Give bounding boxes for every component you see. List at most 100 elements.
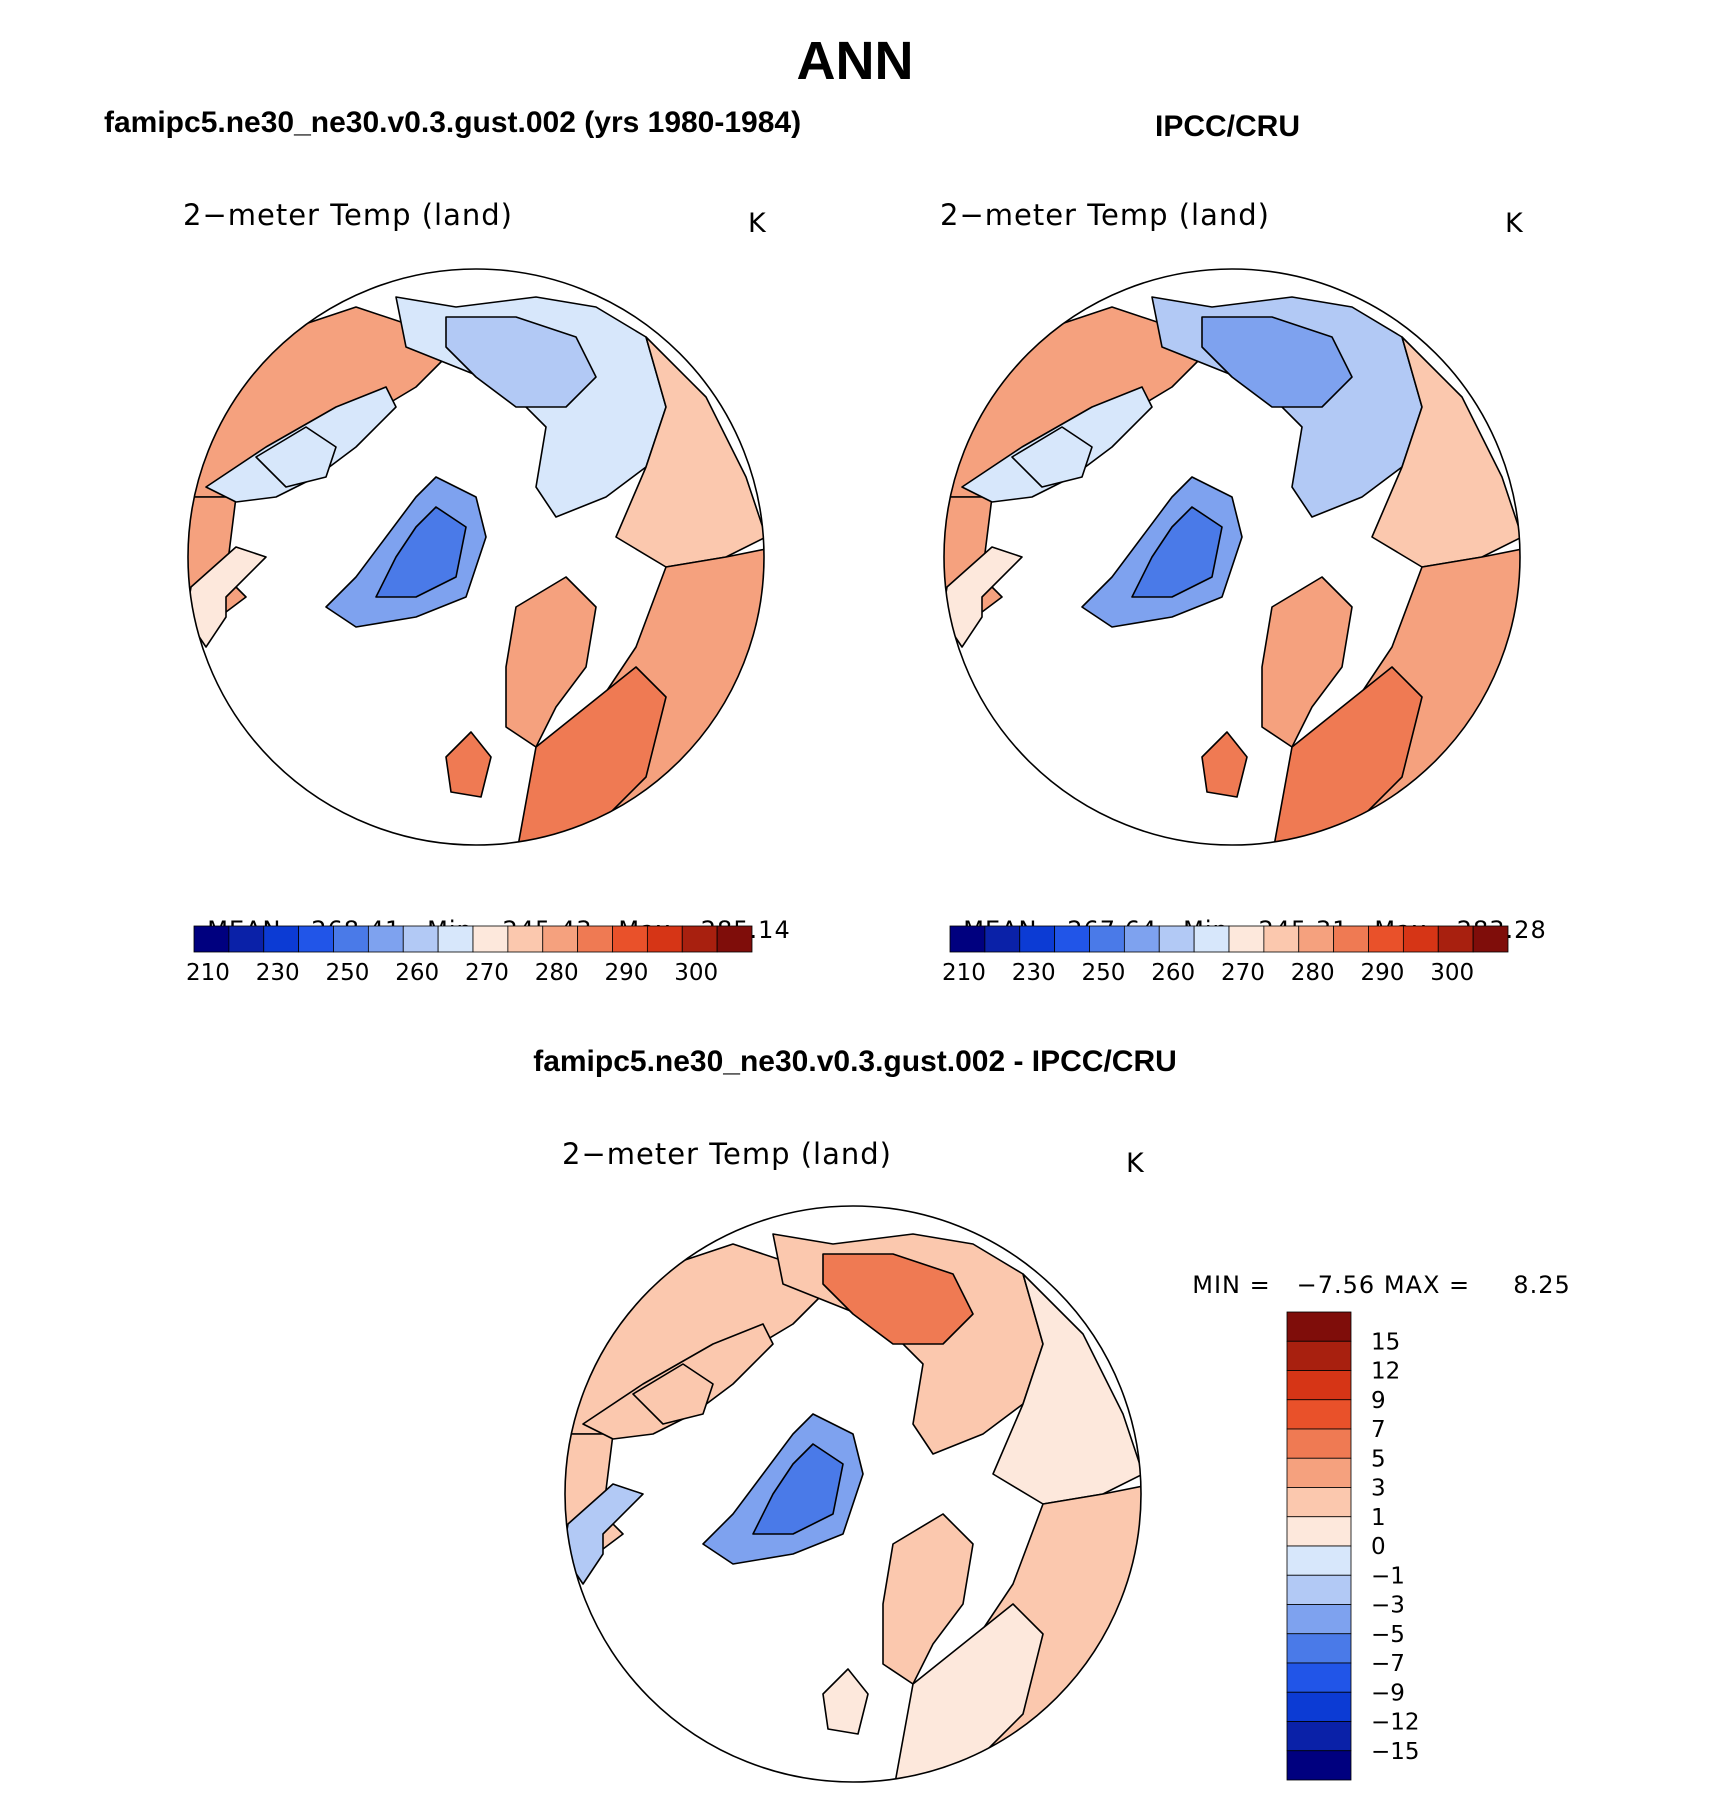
- colorbar-swatch: [193, 925, 230, 953]
- diff-panel-heading: famipc5.ne30_ne30.v0.3.gust.002 - IPCC/C…: [533, 1045, 1177, 1078]
- land-region-boreal-canada: [632, 1363, 714, 1425]
- land-region-scandinavia: [505, 576, 597, 748]
- obs-colorbar: 210 230 250 260 270 280 290 300: [942, 925, 1509, 986]
- colorbar-swatch: [1286, 1574, 1352, 1605]
- land-region-east-siberia: [445, 316, 597, 408]
- model-polar-map: [188, 269, 764, 845]
- colorbar-tick-label: 250: [1081, 960, 1125, 986]
- colorbar-tick-label: 5: [1371, 1446, 1386, 1472]
- colorbar-swatch: [402, 925, 439, 953]
- diff-max-label: MAX =: [1383, 1271, 1471, 1299]
- colorbar-tick-label: 12: [1371, 1359, 1400, 1385]
- diff-min-value: −7.56: [1296, 1271, 1376, 1299]
- colorbar-swatch: [1286, 1662, 1352, 1693]
- colorbar-swatch: [612, 925, 648, 953]
- colorbar-swatch: [1298, 925, 1335, 953]
- land-region-europe: [515, 666, 667, 845]
- model-map-boundary: [187, 268, 765, 846]
- colorbar-swatch: [1158, 925, 1195, 953]
- colorbar-swatch: [298, 925, 334, 953]
- colorbar-swatch: [1402, 925, 1439, 953]
- colorbar-tick-label: −9: [1371, 1680, 1405, 1706]
- diff-stats: MIN = −7.56 MAX = 8.25: [1175, 1243, 1571, 1299]
- colorbar-tick-label: 250: [325, 960, 369, 986]
- colorbar-swatch: [1286, 1399, 1352, 1430]
- colorbar-swatch: [716, 925, 753, 953]
- diff-min-label: MIN =: [1192, 1271, 1271, 1299]
- land-region-greenland-core: [375, 506, 467, 598]
- colorbar-swatch: [1286, 1750, 1352, 1781]
- map-land-layer: [188, 296, 764, 845]
- model-colorbar: 210 230 250 260 270 280 290 300: [186, 925, 753, 986]
- obs-panel-heading: IPCC/CRU: [1155, 110, 1301, 143]
- colorbar-swatch: [1263, 925, 1300, 953]
- colorbar-tick-label: 270: [465, 960, 509, 986]
- diff-polar-map: [565, 1206, 1141, 1782]
- colorbar-swatch: [984, 925, 1021, 953]
- colorbar-swatch: [1054, 925, 1090, 953]
- colorbar-swatch: [1286, 1721, 1352, 1752]
- land-region-europe: [822, 1668, 869, 1735]
- land-region-boreal-canada: [1011, 426, 1093, 488]
- colorbar-swatch: [472, 925, 509, 953]
- colorbar-tick-label: 210: [942, 960, 986, 986]
- colorbar-swatch: [1286, 1545, 1352, 1576]
- colorbar-swatch: [1286, 1516, 1352, 1547]
- colorbar-tick-label: 15: [1371, 1329, 1400, 1355]
- land-region-europe: [1271, 666, 1423, 845]
- colorbar-tick-label: 230: [256, 960, 300, 986]
- colorbar-swatch: [507, 925, 544, 953]
- colorbar-tick-label: 260: [1151, 960, 1195, 986]
- land-region-europe: [445, 731, 492, 798]
- diff-map-boundary: [564, 1205, 1142, 1783]
- land-region-europe: [1201, 731, 1248, 798]
- colorbar-swatch: [542, 925, 579, 953]
- colorbar-swatch: [1472, 925, 1509, 953]
- colorbar-swatch: [1286, 1633, 1352, 1664]
- colorbar-swatch: [228, 925, 265, 953]
- colorbar-tick-label: 3: [1371, 1476, 1386, 1502]
- model-unit-label: K: [748, 208, 767, 239]
- colorbar-swatch: [1193, 925, 1230, 953]
- land-region-east-siberia: [822, 1253, 974, 1345]
- colorbar-swatch: [437, 925, 474, 953]
- colorbar-swatch: [1333, 925, 1369, 953]
- model-panel-heading: famipc5.ne30_ne30.v0.3.gust.002 (yrs 198…: [104, 106, 802, 139]
- colorbar-tick-label: 7: [1371, 1417, 1386, 1443]
- colorbar-swatch: [1286, 1340, 1352, 1371]
- colorbar-tick-label: 270: [1221, 960, 1265, 986]
- land-region-boreal-canada: [255, 426, 337, 488]
- colorbar-swatch: [646, 925, 683, 953]
- land-region-greenland-core: [752, 1443, 844, 1535]
- model-variable-title: 2−meter Temp (land): [183, 198, 513, 232]
- land-region-scandinavia: [882, 1513, 974, 1685]
- colorbar-swatch: [1368, 925, 1404, 953]
- colorbar-tick-label: 300: [674, 960, 718, 986]
- obs-variable-title: 2−meter Temp (land): [940, 198, 1270, 232]
- colorbar-tick-label: 0: [1371, 1534, 1386, 1560]
- colorbar-swatch: [333, 925, 369, 953]
- obs-polar-map: [944, 269, 1520, 845]
- colorbar-tick-label: −3: [1371, 1593, 1405, 1619]
- land-region-scandinavia: [1261, 576, 1353, 748]
- land-region-europe: [892, 1603, 1044, 1782]
- colorbar-swatch: [1123, 925, 1160, 953]
- obs-map-boundary: [943, 268, 1521, 846]
- colorbar-swatch: [1019, 925, 1056, 953]
- colorbar-tick-label: −5: [1371, 1622, 1405, 1648]
- colorbar-tick-label: 1: [1371, 1505, 1386, 1531]
- diff-variable-title: 2−meter Temp (land): [562, 1137, 892, 1171]
- colorbar-swatch: [949, 925, 986, 953]
- colorbar-swatch: [367, 925, 404, 953]
- colorbar-tick-label: −15: [1371, 1739, 1420, 1765]
- colorbar-tick-label: 260: [395, 960, 439, 986]
- colorbar-tick-label: −12: [1371, 1710, 1420, 1736]
- colorbar-tick-label: 290: [1360, 960, 1404, 986]
- land-region-east-siberia: [1201, 316, 1353, 408]
- obs-unit-label: K: [1505, 208, 1524, 239]
- diff-colorbar: 15 12 9 7 5 3 1 0 −1 −3 −5 −7 −9 −12 −15: [1286, 1311, 1420, 1781]
- land-region-greenland-core: [1131, 506, 1223, 598]
- map-land-layer: [944, 296, 1520, 845]
- colorbar-swatch: [1286, 1370, 1352, 1401]
